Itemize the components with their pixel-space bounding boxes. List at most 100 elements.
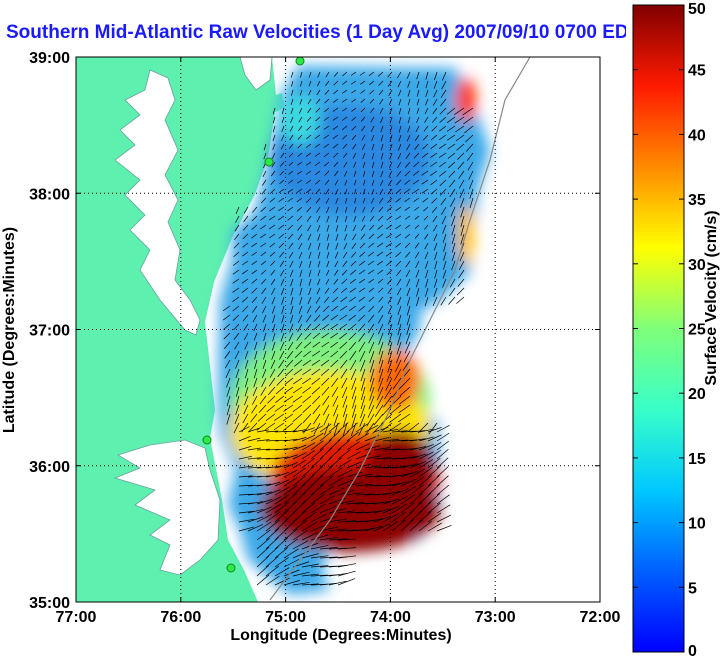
velocity-vector bbox=[432, 215, 438, 223]
velocity-vector bbox=[251, 269, 258, 275]
velocity-vector bbox=[297, 323, 303, 332]
velocity-vector bbox=[342, 107, 348, 112]
velocity-vector bbox=[385, 251, 393, 257]
velocity-vector bbox=[398, 107, 402, 115]
velocity-vector bbox=[400, 486, 417, 496]
velocity-vector bbox=[459, 197, 465, 208]
velocity-vector bbox=[409, 492, 423, 505]
velocity-vector bbox=[439, 125, 447, 132]
velocity-vector bbox=[287, 197, 294, 202]
velocity-vector bbox=[341, 377, 348, 389]
velocity-vector bbox=[312, 332, 321, 339]
velocity-vector bbox=[353, 206, 357, 213]
velocity-vector bbox=[292, 520, 307, 532]
velocity-vector bbox=[312, 341, 321, 348]
velocity-vector bbox=[310, 545, 329, 550]
velocity-vector bbox=[405, 161, 411, 168]
velocity-vector bbox=[351, 89, 357, 94]
velocity-vector bbox=[274, 439, 288, 442]
velocity-vector bbox=[256, 475, 271, 478]
velocity-vector bbox=[406, 134, 411, 142]
velocity-vector bbox=[355, 423, 368, 433]
velocity-vector bbox=[352, 404, 357, 418]
velocity-vector bbox=[368, 332, 375, 344]
velocity-vector bbox=[427, 442, 442, 451]
velocity-vector bbox=[337, 529, 357, 532]
velocity-vector bbox=[423, 215, 429, 221]
velocity-vector bbox=[360, 98, 366, 103]
velocity-vector bbox=[404, 242, 411, 249]
velocity-vector bbox=[298, 314, 303, 324]
velocity-vector bbox=[387, 296, 393, 304]
velocity-vector bbox=[362, 170, 366, 177]
x-tick-label: 73:00 bbox=[475, 609, 516, 626]
velocity-vector bbox=[386, 215, 393, 221]
velocity-vector bbox=[367, 251, 375, 257]
velocity-vector bbox=[242, 314, 249, 322]
velocity-vector bbox=[301, 563, 319, 568]
velocity-vector bbox=[409, 501, 423, 514]
velocity-vector bbox=[280, 143, 285, 150]
velocity-vector bbox=[387, 197, 393, 204]
velocity-vector bbox=[324, 170, 330, 176]
velocity-vector bbox=[371, 197, 375, 204]
velocity-vector bbox=[425, 71, 429, 80]
velocity-vector bbox=[317, 251, 321, 259]
velocity-vector bbox=[378, 287, 384, 293]
velocity-vector bbox=[323, 296, 330, 303]
velocity-vector bbox=[404, 206, 411, 211]
velocity-vector bbox=[326, 215, 330, 223]
velocity-vector bbox=[324, 179, 330, 186]
velocity-vector bbox=[290, 71, 294, 78]
velocity-vector bbox=[292, 413, 303, 423]
velocity-vector bbox=[384, 386, 393, 400]
colorbar-tick-label: 45 bbox=[688, 63, 706, 80]
velocity-vector bbox=[265, 489, 281, 496]
velocity-vector bbox=[322, 305, 330, 312]
velocity-vector bbox=[370, 206, 375, 213]
velocity-vector bbox=[235, 206, 240, 215]
velocity-vector bbox=[308, 269, 312, 277]
velocity-vector bbox=[306, 116, 312, 122]
velocity-vector bbox=[242, 305, 249, 313]
velocity-vector bbox=[353, 215, 357, 222]
velocity-vector bbox=[391, 519, 406, 532]
velocity-vector bbox=[373, 426, 389, 433]
velocity-vector bbox=[306, 215, 312, 222]
velocity-vector bbox=[360, 359, 366, 372]
velocity-vector bbox=[414, 206, 420, 211]
velocity-vector bbox=[430, 134, 438, 141]
velocity-vector bbox=[298, 116, 303, 123]
velocity-vector bbox=[432, 98, 438, 106]
velocity-vector bbox=[406, 278, 411, 287]
velocity-vector bbox=[300, 80, 303, 87]
velocity-vector bbox=[355, 473, 373, 478]
velocity-vector bbox=[279, 341, 285, 351]
velocity-vector bbox=[256, 555, 270, 568]
velocity-vector bbox=[424, 242, 429, 250]
velocity-vector bbox=[233, 242, 240, 249]
velocity-vector bbox=[434, 269, 438, 279]
field-darkred-2 bbox=[365, 430, 435, 510]
velocity-vector bbox=[418, 451, 434, 460]
velocity-vector bbox=[447, 152, 456, 159]
velocity-vector bbox=[323, 152, 330, 158]
velocity-vector bbox=[373, 523, 391, 532]
velocity-vector bbox=[247, 501, 264, 505]
velocity-vector bbox=[370, 107, 375, 114]
velocity-vector bbox=[386, 206, 393, 212]
velocity-vector bbox=[291, 89, 294, 96]
velocity-vector bbox=[425, 269, 429, 279]
velocity-vector bbox=[406, 305, 411, 316]
velocity-vector bbox=[244, 377, 249, 388]
velocity-vector bbox=[296, 215, 303, 222]
velocity-vector bbox=[404, 170, 411, 177]
velocity-vector bbox=[433, 278, 438, 288]
velocity-vector bbox=[278, 197, 285, 203]
velocity-vector bbox=[310, 534, 329, 541]
velocity-vector bbox=[292, 510, 307, 523]
velocity-vector bbox=[465, 134, 474, 143]
velocity-vector bbox=[330, 332, 339, 339]
velocity-vector bbox=[263, 143, 267, 151]
velocity-vector bbox=[265, 546, 279, 559]
